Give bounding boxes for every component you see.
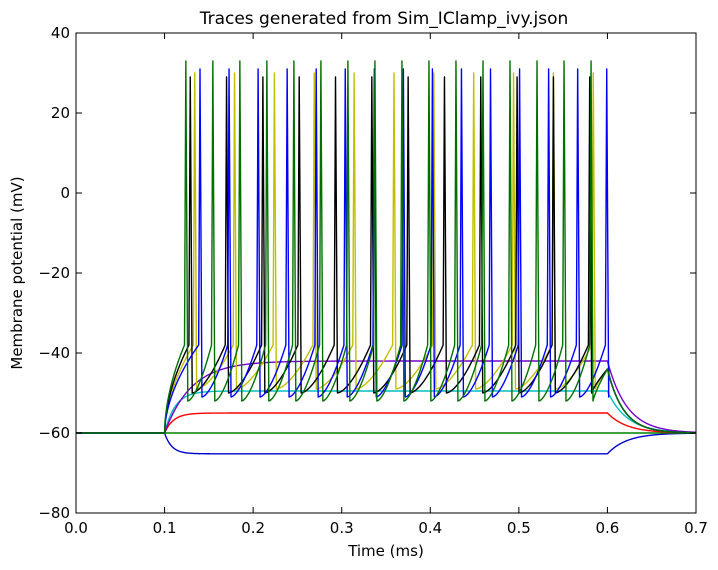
trace-line-9: [75, 60, 697, 434]
trace-line-1: [75, 432, 697, 455]
chart-title: Traces generated from Sim_IClamp_ivy.jso…: [199, 9, 569, 29]
y-tick-label: 40: [51, 24, 70, 42]
trace-line-6: [75, 72, 697, 434]
trace-line-7: [75, 76, 697, 434]
axis-ticks: 0.0 0.1 0.2 0.3 0.4 0.5 0.6 0.7 −80 −60 −40 −20 0 20 4…: [38, 24, 708, 537]
trace-line-3: [75, 412, 697, 434]
x-tick-label: 0.7: [684, 519, 708, 537]
y-tick-label: 0: [60, 184, 70, 202]
x-tick-label: 0.3: [330, 519, 354, 537]
y-tick-label: −80: [38, 504, 70, 522]
x-tick-label: 0.1: [153, 519, 177, 537]
x-axis-label: Time (ms): [347, 542, 424, 560]
y-tick-label: 20: [51, 104, 70, 122]
plot-frame: [75, 32, 697, 514]
y-tick-label: −60: [38, 424, 70, 442]
y-tick-label: −20: [38, 264, 70, 282]
x-tick-label: 0.5: [507, 519, 531, 537]
y-tick-label: −40: [38, 344, 70, 362]
trace-group: [75, 60, 697, 455]
x-tick-label: 0.4: [418, 519, 442, 537]
x-tick-label: 0.6: [595, 519, 619, 537]
x-tick-label: 0.0: [64, 519, 88, 537]
x-tick-label: 0.2: [241, 519, 265, 537]
y-axis-label: Membrane potential (mV): [8, 176, 26, 369]
